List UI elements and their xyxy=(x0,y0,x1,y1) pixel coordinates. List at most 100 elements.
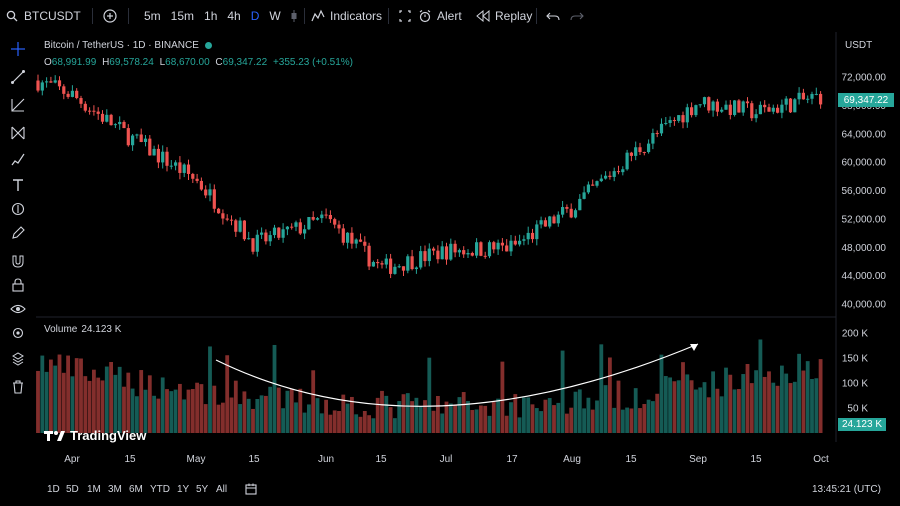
volume-bar xyxy=(104,366,109,433)
range-1m[interactable]: 1M xyxy=(87,483,101,495)
price-tick-label: 60,000.00 xyxy=(842,158,887,169)
time-tick-label: 15 xyxy=(124,454,136,465)
object-tree-tool[interactable] xyxy=(9,350,27,368)
volume-bar xyxy=(810,379,814,433)
layers-icon xyxy=(12,352,24,366)
volume-bar xyxy=(259,395,264,433)
candle-body xyxy=(376,262,380,264)
range-1y[interactable]: 1Y xyxy=(177,483,190,495)
timeframe-15m[interactable]: 15m xyxy=(170,9,195,23)
range-3m[interactable]: 3M xyxy=(108,483,122,495)
redo-button[interactable] xyxy=(570,0,584,32)
text-tool[interactable] xyxy=(9,176,27,194)
alert-button[interactable]: Alert xyxy=(418,0,462,32)
pattern-tool[interactable] xyxy=(9,124,27,142)
candle-body xyxy=(204,189,208,196)
volume-bar xyxy=(341,394,346,433)
volume-bar xyxy=(715,388,720,433)
measure-tool[interactable] xyxy=(9,200,27,218)
candle-body xyxy=(642,152,646,154)
timeframe-d[interactable]: D xyxy=(250,9,260,23)
candle-body xyxy=(354,239,358,244)
range-all[interactable]: All xyxy=(216,483,228,495)
range-ytd[interactable]: YTD xyxy=(150,483,170,495)
pitchfork-tool[interactable] xyxy=(9,96,27,114)
timeframe-5m[interactable]: 5m xyxy=(144,9,161,23)
candle-body xyxy=(131,135,135,146)
candle-body xyxy=(612,171,616,177)
volume-bar xyxy=(655,393,660,433)
candle-body xyxy=(608,175,612,177)
candle-body xyxy=(728,104,732,115)
volume-bar xyxy=(758,339,763,433)
magnet-tool[interactable] xyxy=(9,252,27,270)
candle-body xyxy=(500,242,504,246)
volume-bar xyxy=(651,401,655,433)
candle-body xyxy=(776,107,780,113)
timeframe-1h[interactable]: 1h xyxy=(204,9,218,23)
date-range-button[interactable] xyxy=(244,476,258,502)
currency-label[interactable]: USDT xyxy=(845,40,873,51)
candle-body xyxy=(242,220,246,240)
range-5y[interactable]: 5Y xyxy=(196,483,209,495)
replay-button[interactable]: Replay xyxy=(476,0,532,32)
timeframe-4h[interactable]: 4h xyxy=(227,9,241,23)
range-6m[interactable]: 6M xyxy=(129,483,143,495)
range-5d[interactable]: 5D xyxy=(66,483,79,495)
compare-button[interactable] xyxy=(103,0,117,32)
range-1d[interactable]: 1D xyxy=(47,483,60,495)
volume-bar xyxy=(36,370,40,433)
candle-body xyxy=(707,97,711,111)
candle-body xyxy=(518,240,522,245)
volume-bar xyxy=(543,399,548,433)
candle-body xyxy=(457,250,461,253)
candle-body xyxy=(397,266,401,268)
favorites-tool[interactable] xyxy=(9,324,27,342)
high-value: 69,578.24 xyxy=(109,57,154,68)
candle-body xyxy=(578,198,582,211)
candle-body xyxy=(638,147,642,153)
volume-bar xyxy=(418,406,423,433)
volume-bar xyxy=(504,415,509,433)
candle-body xyxy=(165,151,169,166)
undo-icon xyxy=(546,12,560,21)
volume-bar xyxy=(354,414,359,433)
candle-body xyxy=(135,134,139,136)
candle-body xyxy=(419,251,423,268)
price-tick-label: 72,000.00 xyxy=(842,73,887,84)
undo-button[interactable] xyxy=(546,0,560,32)
volume-bar xyxy=(698,387,703,433)
indicators-button[interactable]: Indicators xyxy=(311,0,382,32)
time-tick-label: 15 xyxy=(750,454,762,465)
brush-tool[interactable] xyxy=(9,150,27,168)
indicators-icon xyxy=(311,9,325,22)
candle-body xyxy=(186,164,191,174)
candle-body xyxy=(143,138,148,142)
volume-bar xyxy=(599,344,604,433)
volume-bar xyxy=(294,402,298,433)
volume-bar xyxy=(53,365,58,433)
candle-body xyxy=(363,241,367,246)
candle-body xyxy=(311,217,315,220)
volume-bar xyxy=(577,389,582,433)
crosshair-tool[interactable] xyxy=(9,40,27,58)
clock[interactable]: 13:45:21 (UTC) xyxy=(812,483,881,495)
delete-tool[interactable] xyxy=(9,378,27,396)
time-tick-label: 15 xyxy=(248,454,260,465)
chart-style-button[interactable] xyxy=(288,0,300,32)
volume-bar xyxy=(792,381,797,433)
volume-bar xyxy=(620,409,625,433)
volume-bar xyxy=(513,394,518,433)
layout-button[interactable] xyxy=(398,0,412,32)
measure-icon xyxy=(11,202,25,216)
lock-tool[interactable] xyxy=(9,276,27,294)
zoom-tool[interactable] xyxy=(9,224,27,242)
time-tick-label: Apr xyxy=(64,454,80,465)
timeframe-w[interactable]: W xyxy=(269,9,281,23)
symbol-search[interactable]: BTCUSDT xyxy=(6,0,81,32)
volume-bar xyxy=(251,408,255,433)
trend-line-tool[interactable] xyxy=(9,68,27,86)
hide-drawings-tool[interactable] xyxy=(9,300,27,318)
volume-bar xyxy=(401,394,406,433)
